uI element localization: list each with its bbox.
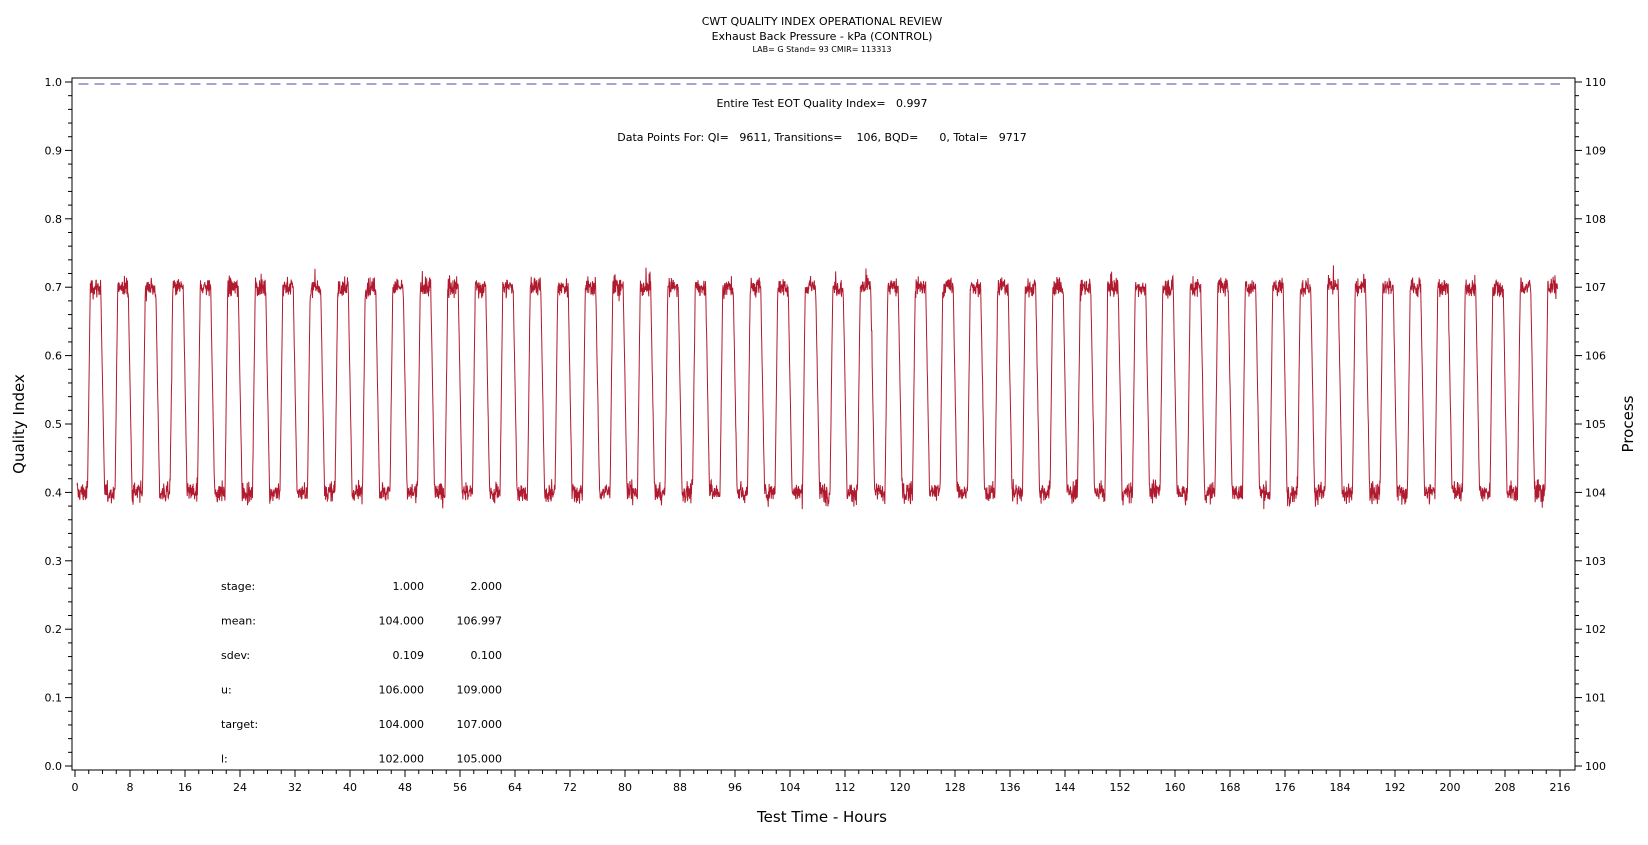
stats-value-stage2: 2.000 [471,580,503,593]
y-right-tick-label: 109 [1585,144,1606,157]
y-left-tick-label: 0.2 [45,623,63,636]
x-tick-label: 64 [508,781,522,794]
y-right-tick-label: 105 [1585,418,1606,431]
stats-value-stage2: 106.997 [457,615,503,628]
x-tick-label: 16 [178,781,192,794]
stats-value-stage2: 105.000 [457,753,503,766]
x-tick-label: 40 [343,781,357,794]
stats-table: stage: 1.000 2.000 mean: 104.000 106.997 sdev:… [221,580,502,766]
stats-value-stage2: 0.100 [471,649,503,662]
stats-value-stage1: 106.000 [379,684,425,697]
stats-label: mean: [221,615,256,628]
x-tick-label: 168 [1220,781,1241,794]
chart-subtitle-lab: LAB= G Stand= 93 CMIR= 113313 [752,45,891,54]
x-tick-label: 24 [233,781,247,794]
x-tick-label: 184 [1330,781,1351,794]
x-tick-label: 0 [72,781,79,794]
y-left-tick-label: 0.8 [45,213,63,226]
y-left-tick-label: 0.9 [45,144,63,157]
x-tick-label: 104 [780,781,801,794]
y-right-tick-label: 104 [1585,486,1606,499]
y-left-tick-label: 0.4 [45,486,63,499]
y-axis-right-label: Process [1619,395,1637,452]
y-right-tick-label: 102 [1585,623,1606,636]
y-left-tick-label: 0.7 [45,281,63,294]
stats-value-stage1: 104.000 [379,718,425,731]
x-tick-label: 160 [1165,781,1186,794]
x-tick-label: 152 [1110,781,1131,794]
stats-label: target: [221,718,258,731]
y-left-tick-label: 0.3 [45,555,63,568]
x-tick-label: 208 [1495,781,1516,794]
x-tick-label: 72 [563,781,577,794]
y-right-tick-label: 110 [1585,76,1606,89]
annotation-quality-index: Entire Test EOT Quality Index= 0.997 [716,97,927,110]
x-tick-label: 8 [127,781,134,794]
plot-area [71,77,1576,771]
stats-label: l: [221,753,228,766]
x-tick-label: 32 [288,781,302,794]
y-left-tick-label: 1.0 [45,76,63,89]
stats-value-stage1: 1.000 [393,580,425,593]
y-left-tick-label: 0.6 [45,350,63,363]
x-tick-label: 144 [1055,781,1076,794]
stats-label: u: [221,684,232,697]
stats-value-stage1: 0.109 [393,649,425,662]
x-tick-label: 88 [673,781,687,794]
y-left-tick-label: 0.0 [45,760,63,773]
y-right-tick-label: 101 [1585,692,1606,705]
x-tick-label: 80 [618,781,632,794]
y-right-tick-label: 108 [1585,213,1606,226]
axis-ticks: 0 8 16 24 32 40 48 56 64 72 80 88 96 104 112 120 128 136 1… [45,76,1607,794]
y-left-tick-label: 0.5 [45,418,63,431]
x-tick-label: 128 [945,781,966,794]
stats-value-stage2: 107.000 [457,718,503,731]
stats-value-stage2: 109.000 [457,684,503,697]
x-axis-label: Test Time - Hours [756,808,887,826]
x-tick-label: 200 [1440,781,1461,794]
chart-title: CWT QUALITY INDEX OPERATIONAL REVIEW [702,15,943,28]
x-tick-label: 176 [1275,781,1296,794]
y-left-tick-label: 0.1 [45,692,63,705]
x-tick-label: 56 [453,781,467,794]
y-axis-left-label: Quality Index [10,374,28,474]
x-tick-label: 96 [728,781,742,794]
series-layer [76,83,1560,510]
x-tick-label: 112 [835,781,856,794]
x-tick-label: 136 [1000,781,1021,794]
x-tick-label: 48 [398,781,412,794]
stats-value-stage1: 104.000 [379,615,425,628]
y-right-tick-label: 106 [1585,350,1606,363]
x-tick-label: 120 [890,781,911,794]
y-right-tick-label: 100 [1585,760,1606,773]
chart-subtitle: Exhaust Back Pressure - kPa (CONTROL) [712,30,933,43]
process-series-line [76,265,1559,510]
stats-label: stage: [221,580,255,593]
y-right-tick-label: 103 [1585,555,1606,568]
x-tick-label: 216 [1550,781,1571,794]
stats-value-stage1: 102.000 [379,753,425,766]
annotation-data-points: Data Points For: QI= 9611, Transitions= … [617,131,1026,144]
y-right-tick-label: 107 [1585,281,1606,294]
stats-label: sdev: [221,649,250,662]
x-tick-label: 192 [1385,781,1406,794]
